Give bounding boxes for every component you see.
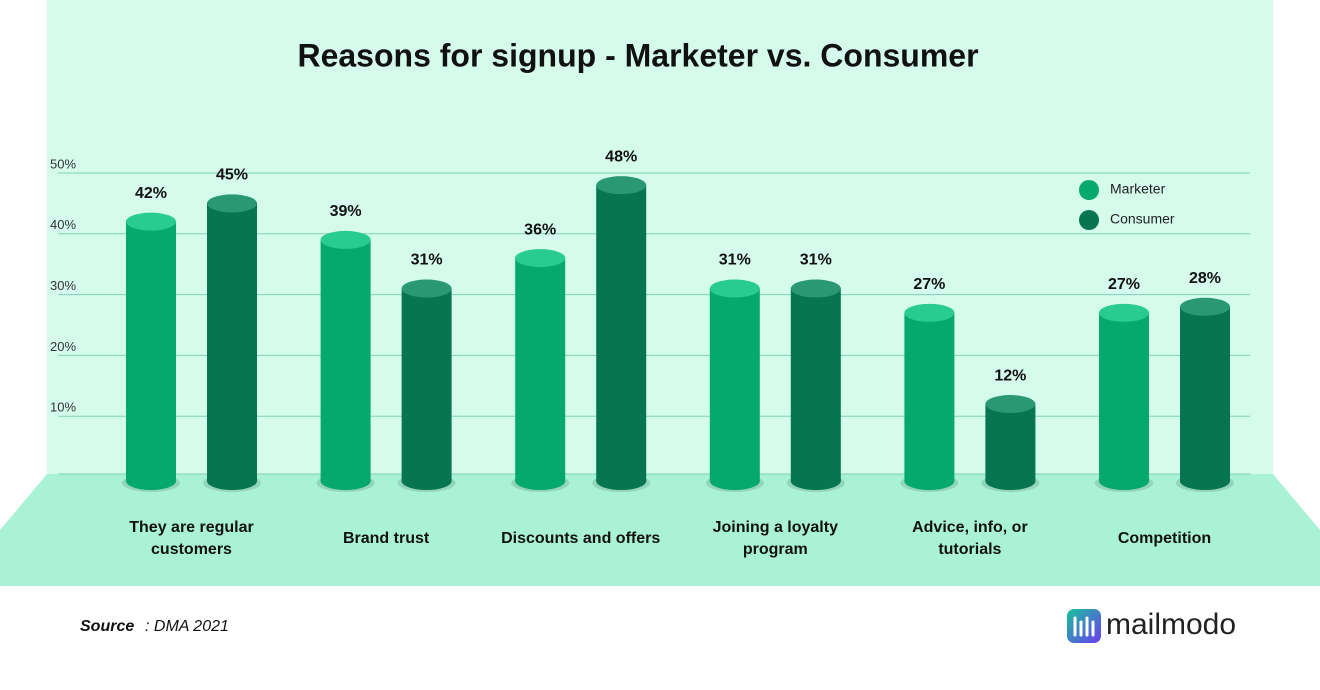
bar	[786, 279, 845, 492]
data-label: 36%	[524, 221, 556, 238]
legend-swatch	[1079, 180, 1099, 200]
bar-bottom	[207, 472, 257, 490]
bar-bottom	[1099, 472, 1149, 490]
legend-label: Marketer	[1110, 181, 1166, 197]
bar-top	[320, 230, 371, 249]
y-tick-label: 40%	[50, 217, 76, 232]
bar-bottom	[985, 472, 1036, 490]
chart-title: Reasons for signup - Marketer vs. Consum…	[297, 37, 978, 73]
bar-bottom	[904, 472, 955, 490]
bar-bottom	[709, 472, 760, 490]
data-label: 45%	[216, 167, 248, 184]
y-tick-label: 20%	[50, 339, 76, 354]
bar	[397, 279, 456, 492]
data-label: 39%	[330, 203, 362, 220]
bar-body	[904, 312, 955, 481]
bar	[316, 230, 375, 492]
bar	[592, 176, 651, 492]
data-label: 48%	[605, 148, 637, 165]
bar-top	[1180, 297, 1230, 316]
data-label: 31%	[411, 252, 443, 269]
bar-top	[790, 279, 841, 298]
y-tick-label: 30%	[50, 278, 76, 293]
bar-bottom	[790, 472, 841, 490]
bar-body	[1099, 312, 1149, 481]
logo-icon	[1067, 609, 1101, 643]
bar-body	[320, 239, 371, 481]
bar-top	[1099, 303, 1149, 322]
x-tick-label: Joining a loyalty program	[712, 519, 838, 558]
x-tick-label: Discounts and offers	[501, 530, 661, 547]
bar-body	[596, 185, 647, 481]
data-label: 42%	[135, 185, 167, 202]
x-tick-label: They are regular customers	[129, 519, 254, 558]
bar	[705, 279, 764, 492]
bar-body	[709, 288, 760, 481]
data-label: 27%	[913, 276, 945, 293]
bar-bottom	[596, 472, 647, 490]
bar-bottom	[515, 472, 566, 490]
legend-swatch	[1079, 210, 1099, 230]
source-text: : DMA 2021	[145, 618, 229, 635]
bar	[511, 249, 570, 492]
bar-top	[596, 176, 647, 195]
bar	[203, 194, 261, 492]
legend-label: Consumer	[1110, 211, 1175, 227]
bar	[1095, 303, 1153, 492]
data-label: 31%	[719, 252, 751, 269]
y-tick-label: 10%	[50, 400, 76, 415]
bar-top	[515, 249, 566, 268]
source-label: Source	[80, 618, 134, 635]
bar	[122, 212, 180, 492]
data-label: 27%	[1108, 276, 1140, 293]
bar-top	[709, 279, 760, 298]
bar-body	[790, 288, 841, 481]
bar-top	[401, 279, 452, 298]
bar	[900, 303, 959, 492]
bar-body	[985, 404, 1036, 481]
bar-bottom	[320, 472, 371, 490]
data-label: 31%	[800, 252, 832, 269]
bar	[1176, 297, 1234, 492]
logo-mark	[1073, 616, 1095, 637]
bar-top	[904, 303, 955, 322]
bar-body	[515, 258, 566, 481]
bar	[981, 395, 1040, 492]
x-tick-label: Brand trust	[342, 530, 430, 547]
y-tick-label: 50%	[50, 156, 76, 171]
bar-body	[1180, 306, 1230, 481]
brand: mailmodo	[1106, 608, 1236, 641]
bar-body	[401, 288, 452, 481]
bar-top	[126, 212, 176, 231]
bar-top	[985, 395, 1036, 414]
bar-body	[126, 221, 176, 481]
data-label: 28%	[1189, 270, 1221, 287]
x-tick-label: Competition	[1117, 530, 1212, 547]
bar-body	[207, 203, 257, 481]
floor	[0, 474, 1320, 586]
data-label: 12%	[994, 367, 1026, 384]
bar-bottom	[126, 472, 176, 490]
bar-bottom	[401, 472, 452, 490]
x-tick-label: Advice, info, or tutorials	[912, 519, 1028, 558]
bar-top	[207, 194, 257, 213]
bar-bottom	[1180, 472, 1230, 490]
